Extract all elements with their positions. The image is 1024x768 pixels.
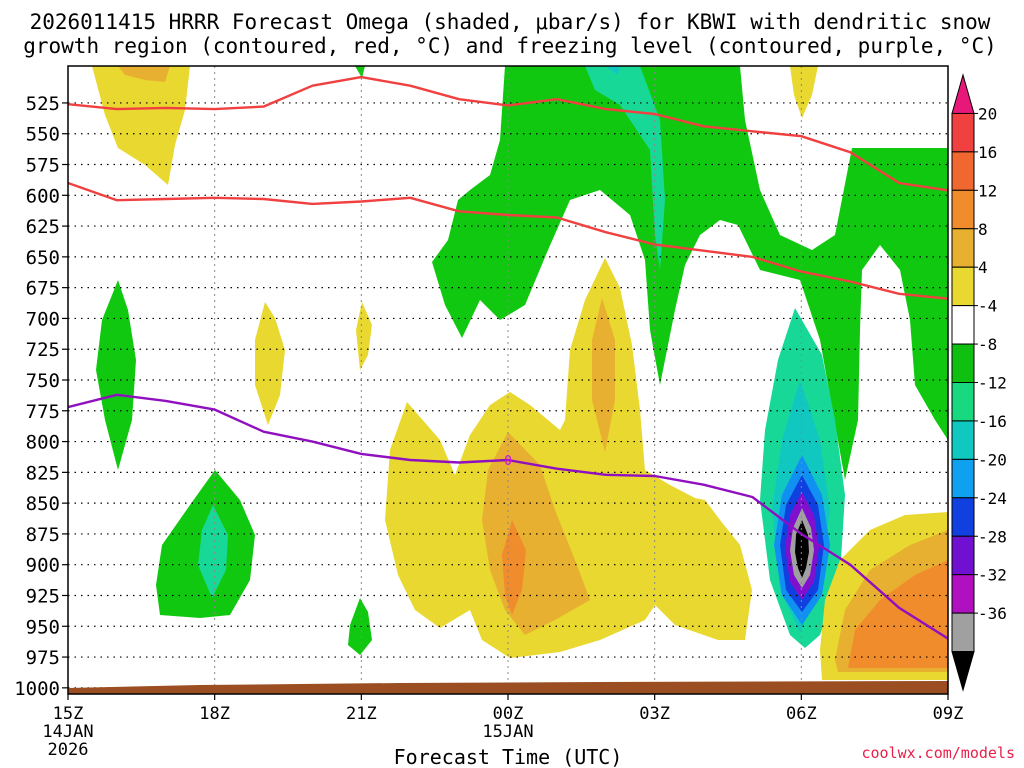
x-tick-label: 15Z: [53, 704, 84, 724]
x-tick-sublabel: 15JAN: [482, 722, 533, 742]
colorbar-swatch: [951, 112, 975, 153]
y-tick-label: 950: [26, 616, 60, 638]
chart-title-line1: 2026011415 HRRR Forecast Omega (shaded, …: [30, 10, 991, 34]
watermark: coolwx.com/models: [861, 744, 1015, 762]
omega-region-gold-02z: [592, 298, 615, 452]
x-tick-label: 18Z: [199, 704, 230, 724]
colorbar-swatch: [951, 305, 975, 345]
freezing-level-label: 0: [504, 454, 512, 469]
contour-freezing_level: [68, 393, 948, 640]
colorbar-swatch: [951, 382, 975, 422]
omega-region-teal-18z: [198, 505, 228, 598]
omega-region-yellow-00z: [385, 258, 752, 658]
y-tick-label: 1000: [14, 678, 60, 700]
x-tick-label: 06Z: [786, 704, 817, 724]
y-tick-label: 800: [26, 432, 60, 454]
omega-region-green-main: [432, 66, 948, 480]
contour-dendritic_upper: [68, 75, 948, 192]
colorbar-swatch: [951, 612, 975, 653]
omega-region-black-06z: [795, 520, 809, 578]
colorbar-label: -28: [978, 527, 1007, 546]
y-tick-label: 675: [26, 278, 60, 300]
omega-region-green-21z: [348, 598, 372, 655]
colorbar-label: -8: [978, 335, 997, 354]
y-tick-label: 650: [26, 247, 60, 269]
colorbar-label: -32: [978, 566, 1007, 585]
y-tick-label: 550: [26, 124, 60, 146]
y-tick-label: 575: [26, 155, 60, 177]
omega-region-teal-top: [585, 66, 665, 270]
colorbar-swatch: [951, 458, 975, 499]
contour-lines: [68, 75, 948, 640]
colorbar-label: -12: [978, 374, 1007, 393]
x-tick-label: 21Z: [346, 704, 377, 724]
colorbar-swatch: [951, 189, 975, 230]
y-tick-label: 600: [26, 185, 60, 207]
colorbar-label: 12: [978, 181, 997, 200]
colorbar-label: -24: [978, 489, 1007, 508]
y-tick-label: 750: [26, 370, 60, 392]
y-tick-label: 875: [26, 524, 60, 546]
y-tick-label: 525: [26, 93, 60, 115]
colorbar-label: -4: [978, 297, 997, 316]
omega-region-cyan-top: [605, 66, 620, 75]
x-tick-sublabel: 14JAN: [42, 722, 93, 742]
omega-shading: [92, 66, 948, 680]
y-tick-label: 775: [26, 401, 60, 423]
y-tick-label: 900: [26, 555, 60, 577]
omega-region-yellow-21z: [356, 302, 372, 370]
colorbar-label: -20: [978, 450, 1007, 469]
x-tick-label: 00Z: [493, 704, 524, 724]
colorbar: 20 16 12 8 4 -4 -8 -12 -16 -20 -24 -28 -32 -36: [951, 73, 1007, 692]
colorbar-label: 4: [978, 258, 988, 277]
y-tick-label: 625: [26, 216, 60, 238]
y-tick-label: 700: [26, 308, 60, 330]
colorbar-label: 8: [978, 220, 988, 239]
omega-region-orange-00z: [502, 520, 526, 615]
colorbar-swatch: [951, 73, 975, 114]
x-tick-label: 09Z: [933, 704, 964, 724]
omega-region-green-top: [355, 66, 365, 78]
y-tick-label: 975: [26, 647, 60, 669]
colorbar-swatch: [951, 651, 975, 692]
y-tick-label: 825: [26, 462, 60, 484]
ground-terrain: [68, 681, 948, 694]
colorbar-swatch: [951, 497, 975, 537]
grid-lines: [68, 66, 948, 694]
chart-title-line2: growth region (contoured, red, °C) and f…: [23, 34, 997, 58]
x-axis-label: Forecast Time (UTC): [394, 745, 623, 768]
omega-region-orange-08z: [848, 560, 948, 668]
colorbar-swatch: [951, 228, 975, 268]
colorbar-label: 16: [978, 143, 997, 162]
colorbar-swatch: [951, 151, 975, 191]
colorbar-label: -36: [978, 604, 1007, 623]
colorbar-label: 20: [978, 104, 997, 123]
y-axis-ticks: 525 550 575 600 625 650 675 700 725 750 775 800 825 8…: [14, 93, 68, 700]
y-tick-label: 850: [26, 493, 60, 515]
omega-region-green-left: [96, 280, 136, 470]
colorbar-label: -16: [978, 412, 1007, 431]
omega-region-yellow-19z: [255, 302, 285, 425]
colorbar-swatch: [951, 343, 975, 383]
colorbar-swatch: [951, 574, 975, 614]
omega-region-gold-15z: [118, 66, 170, 82]
omega-region-yellow-15z: [92, 66, 190, 185]
x-tick-label: 03Z: [639, 704, 670, 724]
y-tick-label: 925: [26, 585, 60, 607]
omega-region-yellow-06ztop: [790, 66, 818, 118]
y-tick-label: 725: [26, 339, 60, 361]
x-tick-sublabel: 2026: [48, 740, 89, 760]
colorbar-swatch: [951, 266, 975, 307]
colorbar-swatch: [951, 420, 975, 460]
contour-dendritic_lower: [68, 181, 948, 300]
colorbar-swatch: [951, 535, 975, 576]
